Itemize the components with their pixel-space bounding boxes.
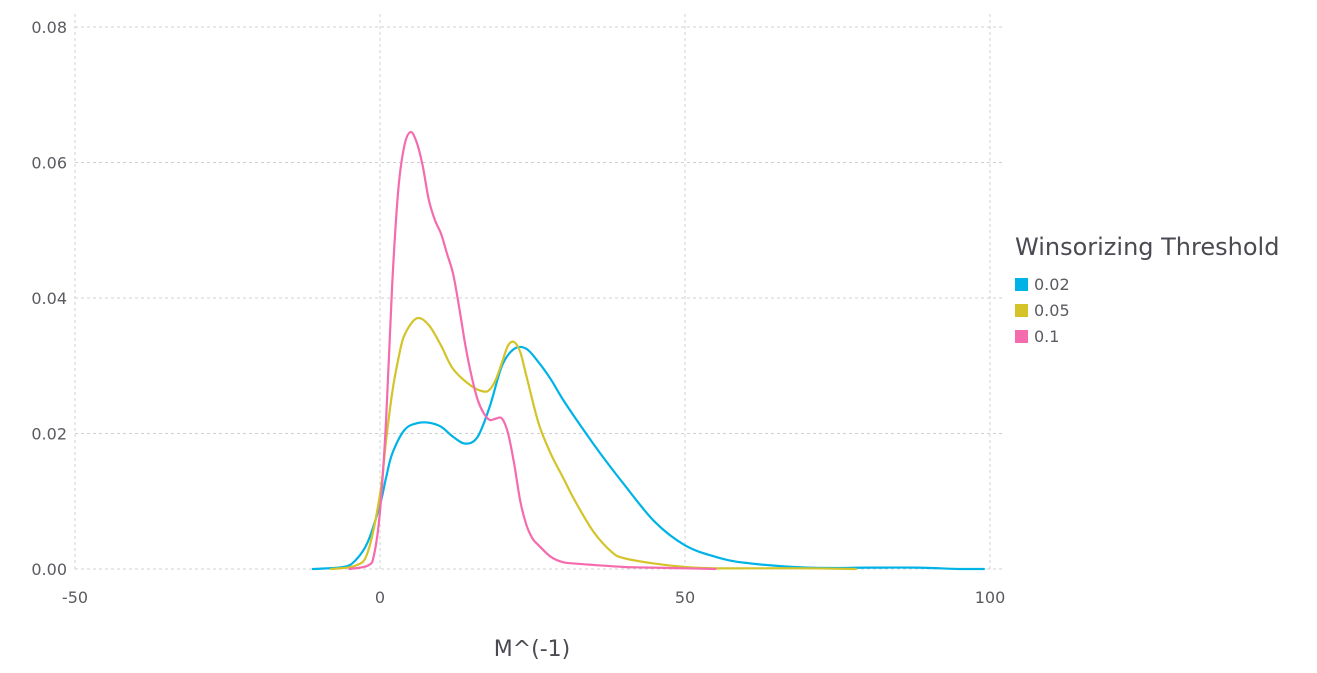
y-axis-ticks: 0.00 0.02 0.04 0.06 0.08	[31, 18, 67, 579]
legend-label: 0.05	[1034, 301, 1070, 320]
legend-swatch	[1015, 330, 1028, 343]
x-tick-label: 100	[975, 588, 1006, 607]
legend-items: 0.02 0.05 0.1	[1015, 275, 1070, 346]
grid-lines	[74, 14, 1003, 570]
y-tick-label: 0.06	[31, 154, 67, 173]
legend: Winsorizing Threshold 0.02 0.05 0.1	[1015, 233, 1279, 346]
series-line-0-1	[348, 130, 717, 571]
legend-swatch	[1015, 304, 1028, 317]
x-axis-ticks: -50 0 50 100	[62, 588, 1005, 607]
legend-title: Winsorizing Threshold	[1015, 233, 1279, 261]
x-axis-title: M^(-1)	[494, 637, 571, 662]
legend-label: 0.1	[1034, 327, 1059, 346]
density-series	[311, 130, 985, 571]
x-tick-label: -50	[62, 588, 88, 607]
y-tick-label: 0.00	[31, 560, 67, 579]
legend-label: 0.02	[1034, 275, 1070, 294]
y-tick-label: 0.04	[31, 289, 67, 308]
y-tick-label: 0.02	[31, 425, 67, 444]
series-line-0-05	[330, 316, 857, 571]
x-tick-label: 0	[375, 588, 385, 607]
series-line-0-02	[311, 345, 985, 571]
legend-swatch	[1015, 278, 1028, 291]
x-tick-label: 50	[675, 588, 695, 607]
y-tick-label: 0.08	[31, 18, 67, 37]
